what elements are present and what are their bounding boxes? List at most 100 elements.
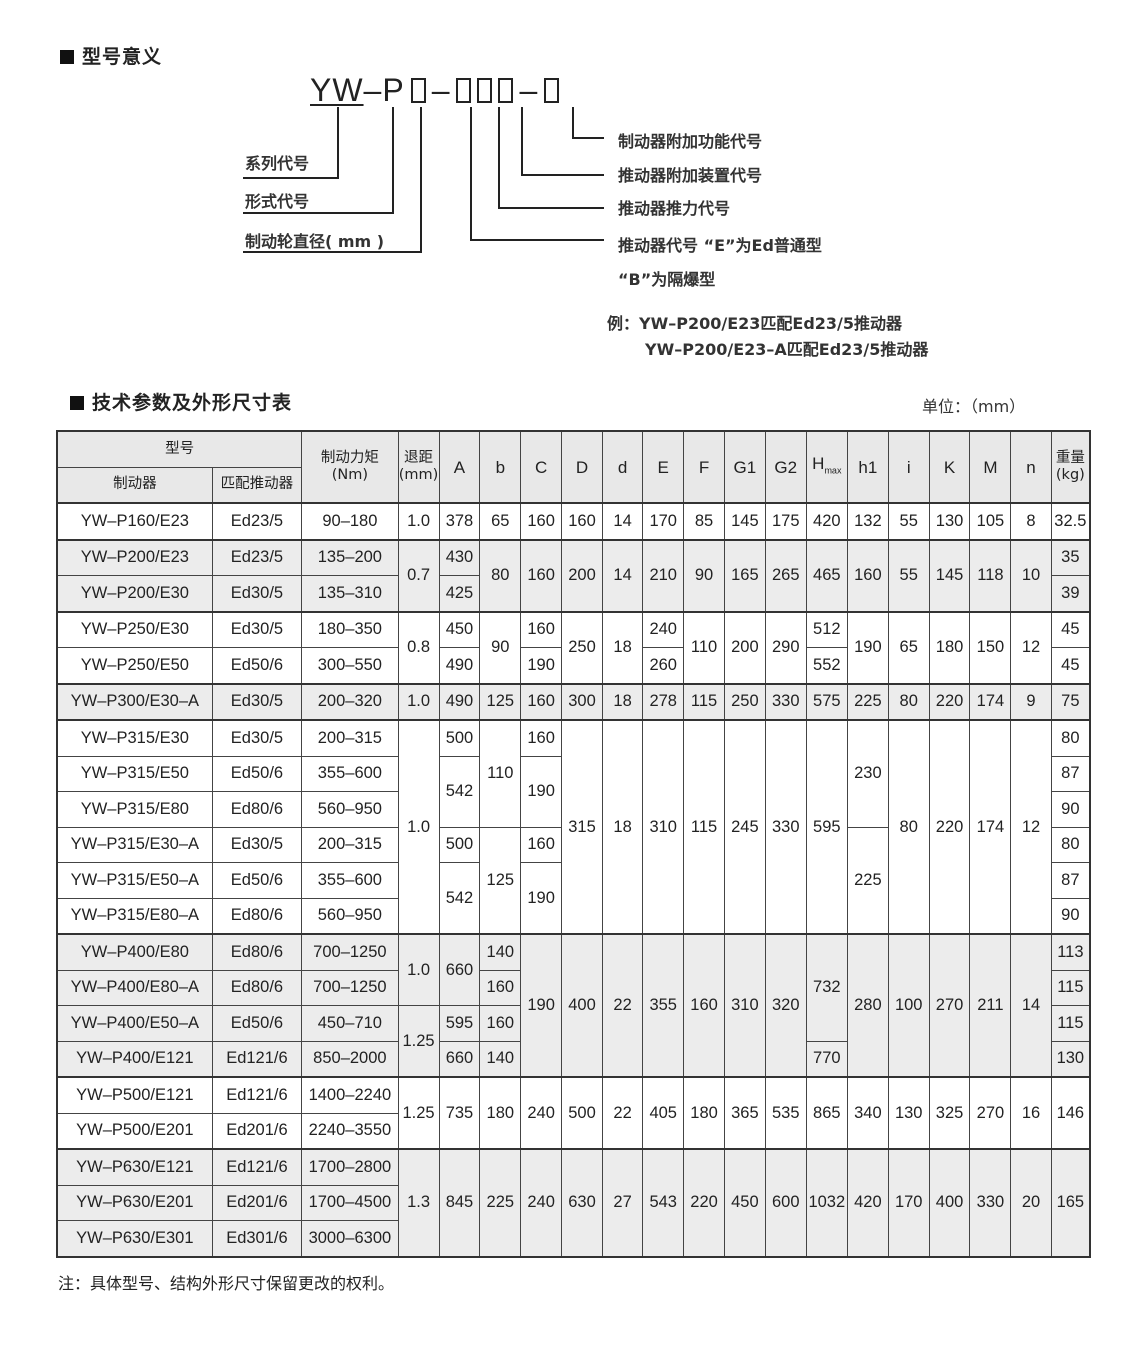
table-cell: 560–950 bbox=[301, 791, 399, 828]
table-row: YW–P400/E80 Ed80/6 700–1250 1.0 660 140 190 400… bbox=[56, 933, 1091, 1078]
cell-actuator: Ed80/6 bbox=[211, 969, 303, 1006]
cell-brake-model: YW–P200/E30 bbox=[56, 575, 213, 612]
table-cell: 865 bbox=[805, 1076, 848, 1150]
cell-brake-model: YW–P315/E80–A bbox=[56, 897, 213, 935]
table-row: YW–P630/E121 Ed121/6 1700–2800 1.3 845 225 240… bbox=[56, 1148, 1091, 1257]
table-cell: 770 bbox=[805, 1040, 848, 1078]
header-torque: 制动力矩 (Nm) bbox=[301, 430, 399, 504]
table-cell: 230 bbox=[846, 719, 889, 828]
label-brake-function-code: 制动器附加功能代号 bbox=[618, 132, 763, 151]
table-cell: 180 bbox=[683, 1076, 725, 1150]
table-cell: 735 bbox=[438, 1076, 481, 1150]
table-row: YW–P250/E30 Ed30/5 180–350 0.8 450 90 160 250 18… bbox=[56, 610, 1091, 684]
header-model: 型号 bbox=[56, 430, 303, 468]
header-retract: 退距 (mm) bbox=[397, 430, 440, 504]
table-cell: 145 bbox=[928, 538, 971, 612]
table-cell: 20 bbox=[1010, 1148, 1052, 1257]
table-cell: 165 bbox=[1050, 1148, 1091, 1257]
table-cell: 660 bbox=[438, 1040, 481, 1078]
unit-label: 单位：（mm） bbox=[922, 397, 1026, 416]
table-cell: 115 bbox=[1050, 1005, 1091, 1042]
table-cell: 160 bbox=[561, 502, 603, 540]
table-cell: 160 bbox=[683, 933, 725, 1078]
table-cell: 330 bbox=[764, 719, 807, 935]
table-cell: 310 bbox=[642, 719, 685, 935]
header-K: K bbox=[928, 430, 971, 504]
table-cell: 160 bbox=[520, 538, 563, 612]
header-E: E bbox=[642, 430, 685, 504]
cell-brake-model: YW–P315/E50–A bbox=[56, 862, 213, 899]
table-cell: 552 bbox=[805, 647, 848, 684]
table-cell: 14 bbox=[601, 538, 644, 612]
header-hmax-sub: max bbox=[824, 465, 842, 476]
table-cell: 425 bbox=[438, 575, 481, 612]
table-cell: 1700–2800 bbox=[301, 1148, 399, 1186]
table-cell: 595 bbox=[805, 719, 848, 935]
table-cell: 90 bbox=[683, 538, 725, 612]
table-row: YW–P315/E80–A Ed80/6 560–950 90 bbox=[56, 897, 1091, 935]
placeholder-box bbox=[498, 78, 514, 103]
table-cell: 543 bbox=[642, 1148, 685, 1257]
placeholder-box bbox=[456, 78, 472, 103]
table-row: YW–P315/E30 Ed30/5 200–315 1.0 500 110 160 315 1… bbox=[56, 719, 1091, 935]
table-cell: 175 bbox=[764, 502, 807, 540]
table-cell: 110 bbox=[479, 719, 522, 828]
cell-brake-model: YW–P160/E23 bbox=[56, 502, 213, 540]
table-cell: 65 bbox=[479, 502, 522, 540]
cell-brake-model: YW–P500/E201 bbox=[56, 1112, 213, 1150]
table-cell: 32.5 bbox=[1050, 502, 1091, 540]
header-F: F bbox=[683, 430, 725, 504]
table-cell: 132 bbox=[846, 502, 889, 540]
table-cell: 150 bbox=[969, 610, 1012, 684]
table-cell: 180 bbox=[479, 1076, 522, 1150]
table-cell: 190 bbox=[520, 933, 563, 1078]
table-cell: 80 bbox=[887, 682, 930, 721]
table-cell: 330 bbox=[764, 682, 807, 721]
table-cell: 340 bbox=[846, 1076, 889, 1150]
table-cell: 500 bbox=[438, 719, 481, 757]
cell-actuator: Ed50/6 bbox=[211, 862, 303, 899]
header-A: A bbox=[438, 430, 481, 504]
table-cell: 240 bbox=[520, 1076, 563, 1150]
table-cell: 250 bbox=[723, 682, 766, 721]
table-cell: 87 bbox=[1050, 862, 1091, 899]
table-cell: 210 bbox=[642, 538, 685, 612]
header-M: M bbox=[969, 430, 1012, 504]
label-actuator-device-code: 推动器附加装置代号 bbox=[618, 166, 763, 185]
cell-actuator: Ed50/6 bbox=[211, 755, 303, 792]
table-cell: 260 bbox=[642, 647, 685, 684]
label-actuator-code: 推动器代号 “E”为Ed普通型 bbox=[618, 236, 822, 255]
table-cell: 290 bbox=[764, 610, 807, 684]
table-cell: 113 bbox=[1050, 933, 1091, 971]
cell-actuator: Ed30/5 bbox=[211, 719, 303, 757]
section-title-model-meaning: 型号意义 bbox=[60, 42, 162, 69]
table-cell: 575 bbox=[805, 682, 848, 721]
table-cell: 512 bbox=[805, 610, 848, 648]
section-title-specs: 技术参数及外形尺寸表 bbox=[70, 388, 292, 415]
model-code: YW–P – – bbox=[310, 72, 565, 109]
table-cell: 35 bbox=[1050, 538, 1091, 576]
table-cell: 660 bbox=[438, 933, 481, 1006]
cell-brake-model: YW–P315/E50 bbox=[56, 755, 213, 792]
cell-actuator: Ed50/6 bbox=[211, 647, 303, 684]
cell-actuator: Ed80/6 bbox=[211, 933, 303, 971]
table-cell: 330 bbox=[969, 1148, 1012, 1257]
table-cell: 90 bbox=[479, 610, 522, 684]
cell-brake-model: YW–P400/E80–A bbox=[56, 969, 213, 1006]
table-row: YW–P500/E121 Ed121/6 1400–2240 1.25 735 180 24… bbox=[56, 1076, 1091, 1150]
header-i: i bbox=[887, 430, 930, 504]
header-weight-unit: (kg) bbox=[1055, 467, 1085, 483]
header-h1: h1 bbox=[846, 430, 889, 504]
table-cell: 165 bbox=[723, 538, 766, 612]
header-brake: 制动器 bbox=[56, 466, 213, 504]
cell-brake-model: YW–P315/E80 bbox=[56, 791, 213, 828]
table-cell: 240 bbox=[520, 1148, 563, 1257]
cell-brake-model: YW–P250/E30 bbox=[56, 610, 213, 648]
cell-actuator: Ed301/6 bbox=[211, 1220, 303, 1257]
cell-actuator: Ed80/6 bbox=[211, 897, 303, 935]
cell-brake-model: YW–P500/E121 bbox=[56, 1076, 213, 1114]
table-cell: 0.8 bbox=[397, 610, 440, 684]
table-cell: 378 bbox=[438, 502, 481, 540]
table-cell: 700–1250 bbox=[301, 933, 399, 971]
